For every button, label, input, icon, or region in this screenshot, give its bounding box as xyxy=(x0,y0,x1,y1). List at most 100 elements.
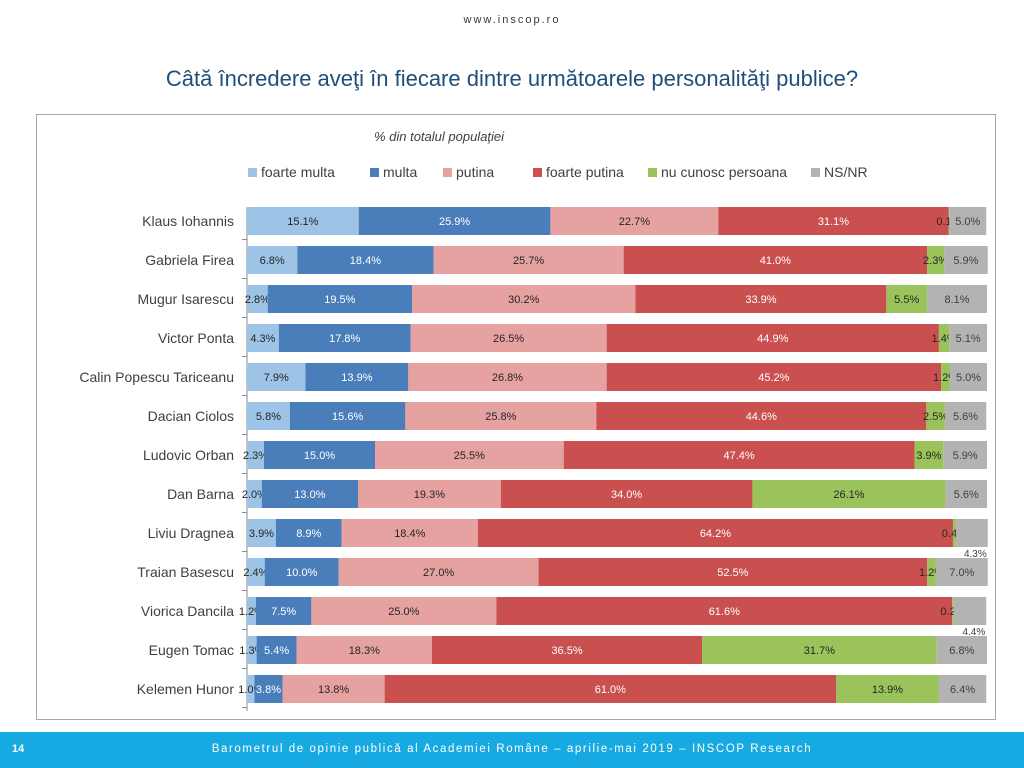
category-label: Kelemen Hunor xyxy=(137,681,235,697)
data-label: 5.9% xyxy=(953,450,978,462)
bar-segment xyxy=(405,402,597,430)
legend-label-5: NS/NR xyxy=(824,164,868,180)
data-label: 8.9% xyxy=(296,528,321,540)
chart-subtitle: % din totalul populaţiei xyxy=(374,129,505,144)
bar-segment xyxy=(718,207,949,235)
bar-segment xyxy=(375,441,564,469)
bar-segment xyxy=(311,597,497,625)
bar-segment xyxy=(247,285,268,313)
category-label: Liviu Dragnea xyxy=(148,525,235,541)
bar-segment xyxy=(945,480,987,508)
bar-segment xyxy=(254,675,283,703)
legend-swatch-3 xyxy=(533,168,542,177)
bar-segment xyxy=(955,519,988,547)
bar-segment xyxy=(275,519,342,547)
bar-segment xyxy=(247,402,290,430)
data-label: 25.7% xyxy=(513,255,544,267)
data-label: 36.5% xyxy=(551,645,582,657)
legend-label-2: putina xyxy=(456,164,494,180)
site-url: www.inscop.ro xyxy=(463,14,561,26)
bar-segment xyxy=(305,363,409,391)
data-label: 5.6% xyxy=(954,489,979,501)
data-label: 61.0% xyxy=(595,684,626,696)
bar-segment xyxy=(267,285,413,313)
category-label: Victor Ponta xyxy=(158,330,234,346)
data-label: 33.9% xyxy=(745,294,776,306)
legend-swatch-4 xyxy=(648,168,657,177)
bar-segment xyxy=(886,285,928,313)
bar-segment xyxy=(408,363,607,391)
data-label: 13.9% xyxy=(341,372,372,384)
bar-segment xyxy=(477,519,953,547)
category-label: Mugur Isarescu xyxy=(138,291,234,307)
bar-segment xyxy=(948,207,950,235)
bar-segment xyxy=(606,324,939,352)
bar-segment xyxy=(953,597,987,625)
chart-frame: % din totalul populaţiei foarte multa mult… xyxy=(36,114,996,720)
data-label: 18.4% xyxy=(350,255,381,267)
bar-segment xyxy=(949,207,987,235)
data-label: 15.0% xyxy=(304,450,335,462)
data-label: 5.0% xyxy=(956,372,981,384)
bar-segment xyxy=(623,246,928,274)
data-label: 6.8% xyxy=(949,645,974,657)
bar-segment xyxy=(944,246,988,274)
data-label: 5.6% xyxy=(953,411,978,423)
data-label: 52.5% xyxy=(717,567,748,579)
legend-label-3: foarte putina xyxy=(546,164,624,180)
bar-segment xyxy=(596,402,927,430)
bar-segment xyxy=(936,636,987,664)
footer-bar: 14 Barometrul de opinie publică al Acade… xyxy=(0,732,1024,768)
data-label: 26.5% xyxy=(493,333,524,345)
data-label: 2.8% xyxy=(245,294,270,306)
data-label: 25.9% xyxy=(439,216,470,228)
data-label: 4.3% xyxy=(250,333,275,345)
bar-segment xyxy=(935,558,988,586)
data-label: 10.0% xyxy=(286,567,317,579)
bar-segment xyxy=(938,324,950,352)
category-label: Dacian Ciolos xyxy=(148,408,234,424)
legend-swatch-1 xyxy=(370,168,379,177)
bar-segment xyxy=(752,480,946,508)
data-label: 3.8% xyxy=(256,684,281,696)
bar-segment xyxy=(538,558,928,586)
category-label: Klaus Iohannis xyxy=(142,213,234,229)
bar-segment xyxy=(278,324,411,352)
data-label: 25.8% xyxy=(485,411,516,423)
data-label: 15.6% xyxy=(332,411,363,423)
legend-swatch-0 xyxy=(248,168,257,177)
bar-segment xyxy=(433,246,624,274)
data-label: 26.8% xyxy=(492,372,523,384)
bar-segment xyxy=(261,480,358,508)
bar-segment xyxy=(496,597,953,625)
data-label: 19.3% xyxy=(414,489,445,501)
data-label: 7.9% xyxy=(264,372,289,384)
data-label: 7.5% xyxy=(271,606,296,618)
data-label: 34.0% xyxy=(611,489,642,501)
bar-segment xyxy=(914,441,944,469)
data-label: 31.7% xyxy=(804,645,835,657)
data-label: 13.9% xyxy=(872,684,903,696)
data-label: 31.1% xyxy=(818,216,849,228)
stacked-bar-chart: % din totalul populaţiei foarte multa mult… xyxy=(79,129,988,711)
legend-swatch-5 xyxy=(811,168,820,177)
bar-segment xyxy=(432,636,703,664)
data-label: 4.3% xyxy=(964,549,987,560)
bar-segment xyxy=(358,480,501,508)
data-label: 2.5% xyxy=(923,411,948,423)
bar-segment xyxy=(550,207,719,235)
legend-label-0: foarte multa xyxy=(261,164,335,180)
bar-segment xyxy=(264,441,376,469)
bar-segment xyxy=(410,324,607,352)
bar-segment xyxy=(247,480,262,508)
bar-segment xyxy=(247,441,265,469)
data-label: 19.5% xyxy=(324,294,355,306)
bar-segment xyxy=(941,363,950,391)
bar-segment xyxy=(938,675,987,703)
category-label: Viorica Dancila xyxy=(141,603,234,619)
bar-segment xyxy=(338,558,539,586)
bar-segment xyxy=(952,519,956,547)
bar-segment xyxy=(247,324,279,352)
data-label: 64.2% xyxy=(700,528,731,540)
data-label: 3.9% xyxy=(249,528,274,540)
